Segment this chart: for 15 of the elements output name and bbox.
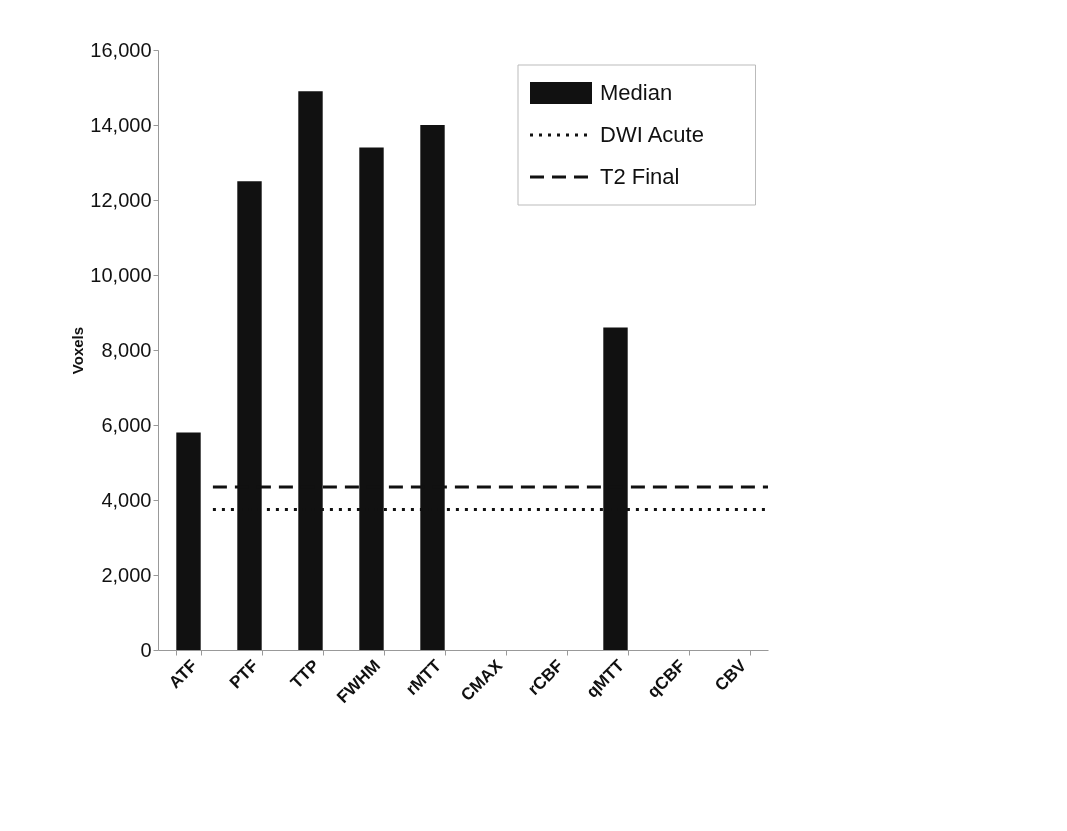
y-tick-label: 14,000 xyxy=(90,113,152,136)
y-axis-title: Voxels xyxy=(69,326,87,375)
legend-label: Median xyxy=(600,80,673,105)
y-tick-label: 0 xyxy=(140,638,152,661)
y-tick-label: 16,000 xyxy=(90,38,152,61)
legend-label: DWI Acute xyxy=(600,122,704,147)
bar xyxy=(176,432,201,650)
y-tick-label: 8,000 xyxy=(101,338,152,361)
x-tick-label: TTP xyxy=(286,656,324,693)
y-tick-label: 6,000 xyxy=(101,413,152,436)
legend-label: T2 Final xyxy=(600,164,680,189)
y-tick-label: 12,000 xyxy=(90,188,152,211)
y-tick-label: 2,000 xyxy=(101,563,152,586)
y-tick-label: 4,000 xyxy=(101,488,152,511)
y-tick-label: 10,000 xyxy=(90,263,152,286)
